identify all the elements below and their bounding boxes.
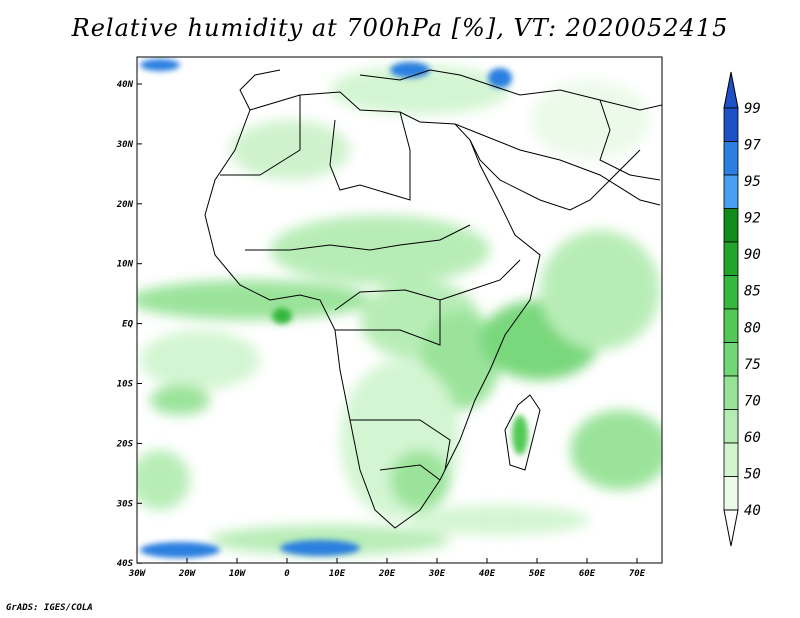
lat-tick-label: 20S xyxy=(116,439,134,449)
colorbar: 99 97 95 92 90 85 80 75 70 60 50 40 xyxy=(723,71,761,547)
lon-tick-label: 70E xyxy=(629,569,646,579)
lat-tick-label: 30S xyxy=(116,499,134,509)
lon-tick-label: 10W xyxy=(229,569,247,579)
lon-tick-label: 30W xyxy=(128,569,147,579)
colorbar-segment xyxy=(723,275,739,310)
colorbar-segment xyxy=(723,107,739,142)
colorbar-label: 60 xyxy=(744,430,761,446)
map-frame xyxy=(136,56,663,564)
lon-tick-label: 60E xyxy=(579,569,596,579)
lat-tick-label: EQ xyxy=(122,320,133,330)
lat-tick-label: 40S xyxy=(117,559,134,569)
colorbar-segment xyxy=(723,208,739,243)
colorbar-segment xyxy=(723,174,739,209)
colorbar-label: 40 xyxy=(744,503,761,519)
colorbar-label: 85 xyxy=(744,284,761,300)
lat-tick-label: 10N xyxy=(117,260,134,270)
colorbar-segment xyxy=(723,409,739,444)
lat-tick-label: 30N xyxy=(116,140,134,150)
colorbar-label: 97 xyxy=(744,138,761,154)
lon-tick-label: 20W xyxy=(178,569,197,579)
colorbar-segment xyxy=(723,375,739,410)
humidity-field xyxy=(137,57,662,563)
latitude-axis: 40N 30N 20N 10N EQ 10S 20S 30S 40S xyxy=(116,80,142,569)
colorbar-segment xyxy=(723,308,739,343)
colorbar-label: 92 xyxy=(744,211,761,227)
coastlines xyxy=(204,69,662,529)
lon-tick-label: 10E xyxy=(329,569,346,579)
colorbar-top-arrow xyxy=(723,71,739,109)
lon-tick-label: 50E xyxy=(529,569,546,579)
chart-title: Relative humidity at 700hPa [%], VT: 202… xyxy=(71,14,729,42)
colorbar-segment xyxy=(723,476,739,511)
colorbar-segment xyxy=(723,241,739,276)
lon-tick-label: 40E xyxy=(479,569,496,579)
lon-tick-label: 30E xyxy=(428,569,446,579)
lat-tick-label: 20N xyxy=(116,200,134,210)
colorbar-bottom-arrow xyxy=(723,509,739,547)
colorbar-label: 90 xyxy=(744,247,761,263)
colorbar-label: 99 xyxy=(744,101,761,117)
colorbar-label: 95 xyxy=(744,174,761,190)
colorbar-label: 80 xyxy=(744,320,761,336)
lon-tick-label: 0 xyxy=(284,569,290,579)
colorbar-segment xyxy=(723,141,739,176)
colorbar-label: 70 xyxy=(744,393,761,409)
footer-credit: GrADS: IGES/COLA xyxy=(6,603,93,613)
longitude-axis: 30W 20W 10W 0 10E 20E 30E 40E 50E 60E 70E xyxy=(128,558,646,579)
colorbar-label: 75 xyxy=(744,357,761,373)
lon-tick-label: 20E xyxy=(378,569,396,579)
colorbar-segment xyxy=(723,442,739,477)
colorbar-segment xyxy=(723,342,739,377)
lat-tick-label: 40N xyxy=(117,80,134,90)
lat-tick-label: 10S xyxy=(117,380,134,390)
colorbar-label: 50 xyxy=(744,466,761,482)
